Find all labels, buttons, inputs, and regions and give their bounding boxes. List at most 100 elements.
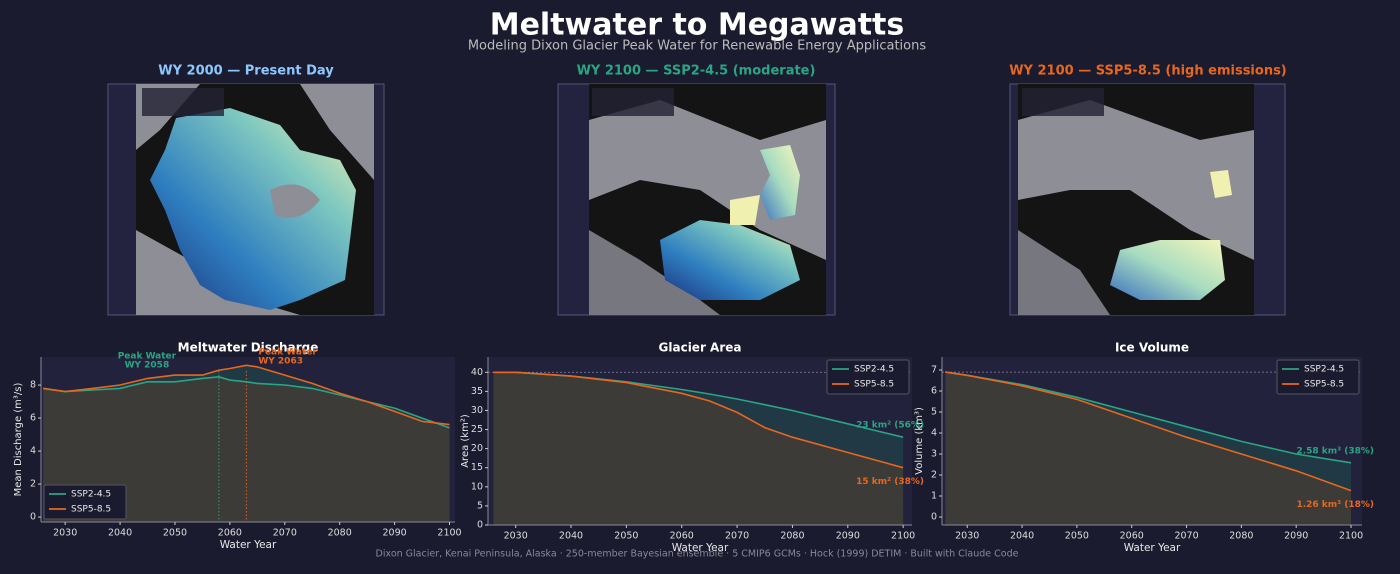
chart-title: Ice Volume xyxy=(1115,341,1189,355)
end-label: 23 km² (56%) xyxy=(856,421,924,431)
legend-label: SSP5-8.5 xyxy=(71,505,111,515)
x-axis-label: Water Year xyxy=(1124,542,1181,554)
figure-subtitle: Modeling Dixon Glacier Peak Water for Re… xyxy=(468,39,927,54)
annotation: Peak Water xyxy=(118,352,177,362)
glacier xyxy=(760,145,800,220)
y-tick-label: 35 xyxy=(471,386,483,397)
x-tick-label: 2030 xyxy=(53,528,77,539)
map-title: WY 2000 — Present Day xyxy=(158,64,334,79)
x-axis-label: Water Year xyxy=(672,542,729,554)
legend-label: SSP2-4.5 xyxy=(71,490,111,500)
y-tick-label: 20 xyxy=(471,443,483,454)
area-fill xyxy=(945,372,1352,525)
legend-label: SSP2-4.5 xyxy=(1304,365,1344,375)
x-tick-label: 2040 xyxy=(1010,531,1034,542)
glacier xyxy=(1110,240,1225,300)
end-label: 2.58 km³ (38%) xyxy=(1296,446,1374,456)
y-tick-label: 2 xyxy=(30,479,36,490)
footer: Dixon Glacier, Kenai Peninsula, Alaska ·… xyxy=(376,549,1019,560)
y-tick-label: 6 xyxy=(931,386,937,397)
legend-label: SSP5-8.5 xyxy=(854,380,894,390)
figure-title: Meltwater to Megawatts xyxy=(490,8,905,43)
series-line xyxy=(945,371,1352,492)
end-label: 1.26 km³ (18%) xyxy=(1296,500,1374,510)
y-tick-label: 5 xyxy=(477,500,483,511)
gap-fill xyxy=(43,365,450,428)
x-tick-label: 2100 xyxy=(891,531,915,542)
y-tick-label: 0 xyxy=(477,520,483,531)
series-line xyxy=(493,371,904,469)
x-tick-label: 2070 xyxy=(1174,531,1198,542)
info-box xyxy=(142,88,224,116)
x-tick-label: 2090 xyxy=(1284,531,1308,542)
y-tick-label: 15 xyxy=(471,462,483,473)
y-tick-label: 30 xyxy=(471,405,483,416)
y-tick-label: 1 xyxy=(931,491,937,502)
chart: Glacier Area Water Year Area (km²) 0 5 10 15 20… xyxy=(460,341,924,555)
x-tick-label: 2080 xyxy=(328,528,352,539)
area-fill xyxy=(493,372,904,525)
y-axis-label: Area (km²) xyxy=(460,414,471,468)
y-axis-label: Mean Discharge (m³/s) xyxy=(13,382,24,496)
glacier xyxy=(730,195,760,225)
x-axis-label: Water Year xyxy=(220,539,277,551)
terrain xyxy=(589,100,826,260)
map-panel xyxy=(557,83,836,316)
x-tick-label: 2060 xyxy=(670,531,694,542)
map-title: WY 2100 — SSP5-8.5 (high emissions) xyxy=(1009,64,1287,79)
map-panel xyxy=(107,83,385,316)
y-tick-label: 5 xyxy=(931,407,937,418)
y-tick-label: 0 xyxy=(931,512,937,523)
y-tick-label: 4 xyxy=(30,446,36,457)
legend-label: SSP2-4.5 xyxy=(854,365,894,375)
y-tick-label: 4 xyxy=(931,428,937,439)
x-tick-label: 2080 xyxy=(780,531,804,542)
terrain xyxy=(1018,100,1254,260)
y-tick-label: 40 xyxy=(471,367,483,378)
terrain xyxy=(270,184,320,218)
chart-title: Glacier Area xyxy=(659,341,742,355)
annotation: Peak Water xyxy=(258,348,317,358)
x-tick-label: 2070 xyxy=(273,528,297,539)
x-tick-label: 2060 xyxy=(1120,531,1144,542)
glacier xyxy=(1210,170,1232,198)
x-tick-label: 2090 xyxy=(836,531,860,542)
terrain xyxy=(1018,230,1110,315)
map-panel xyxy=(1009,83,1286,316)
y-tick-label: 7 xyxy=(931,365,937,376)
x-tick-label: 2030 xyxy=(955,531,979,542)
x-tick-label: 2100 xyxy=(437,528,461,539)
x-tick-label: 2060 xyxy=(218,528,242,539)
y-tick-label: 6 xyxy=(30,413,36,424)
info-box xyxy=(1022,88,1104,116)
series-line xyxy=(43,364,450,426)
y-tick-label: 10 xyxy=(471,481,483,492)
info-box xyxy=(592,88,674,116)
x-tick-label: 2090 xyxy=(383,528,407,539)
y-tick-label: 0 xyxy=(30,512,36,523)
y-tick-label: 2 xyxy=(931,470,937,481)
chart: Meltwater Discharge Water Year Mean Discha… xyxy=(13,341,462,552)
legend-label: SSP5-8.5 xyxy=(1304,380,1344,390)
gap-fill xyxy=(493,372,904,468)
chart-title: Meltwater Discharge xyxy=(178,341,319,355)
x-tick-label: 2100 xyxy=(1339,531,1363,542)
x-tick-label: 2080 xyxy=(1229,531,1253,542)
x-tick-label: 2050 xyxy=(614,531,638,542)
x-tick-label: 2040 xyxy=(108,528,132,539)
x-tick-label: 2050 xyxy=(1065,531,1089,542)
end-label: 15 km² (38%) xyxy=(856,477,924,487)
x-tick-label: 2030 xyxy=(504,531,528,542)
annotation: WY 2058 xyxy=(125,361,170,371)
x-tick-label: 2070 xyxy=(725,531,749,542)
y-tick-label: 3 xyxy=(931,449,937,460)
x-tick-label: 2040 xyxy=(559,531,583,542)
terrain xyxy=(589,230,720,315)
map-title: WY 2100 — SSP2-4.5 (moderate) xyxy=(577,64,816,79)
chart: Ice Volume Water Year Volume (km³) 0 1 2 3 4 5 6 7… xyxy=(914,341,1374,555)
y-axis-label: Volume (km³) xyxy=(914,407,925,475)
glacier xyxy=(150,108,356,310)
annotation: WY 2063 xyxy=(258,357,303,367)
y-tick-label: 8 xyxy=(30,380,36,391)
